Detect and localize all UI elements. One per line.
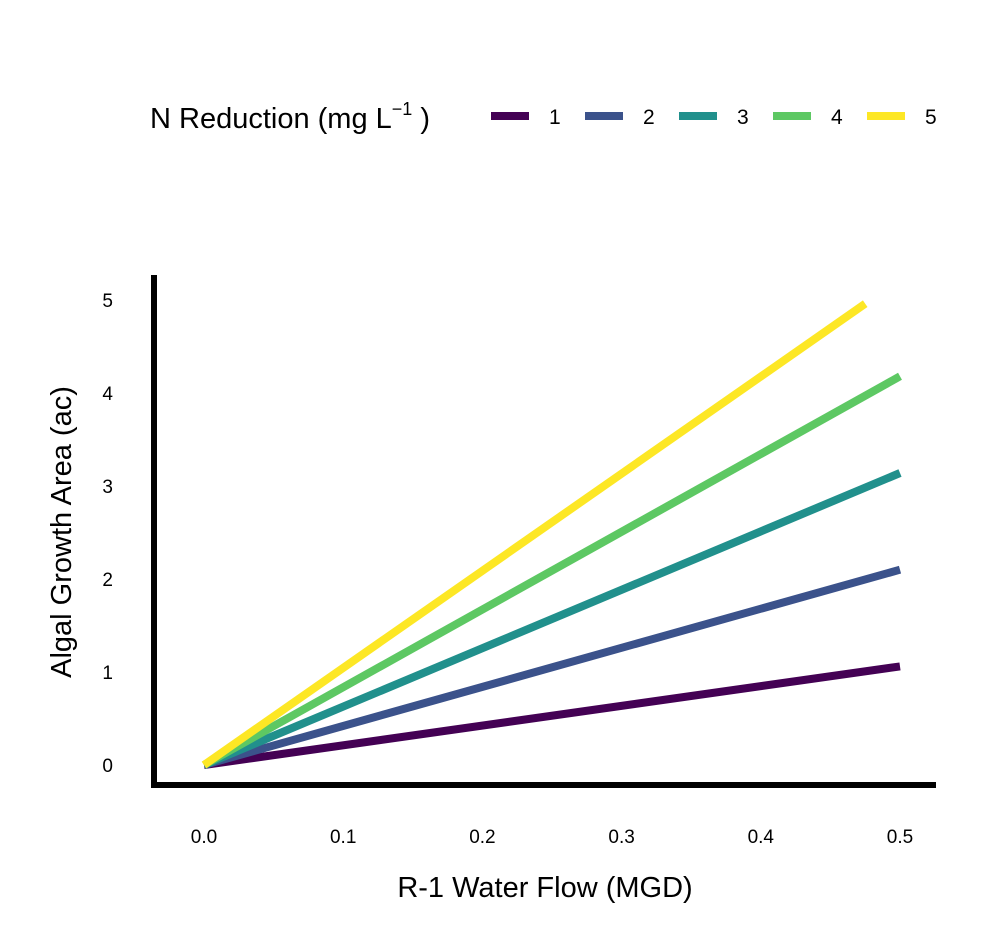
legend-label: 2 xyxy=(643,106,655,129)
x-tick-label: 0.2 xyxy=(469,827,495,848)
y-tick-label: 2 xyxy=(102,570,113,591)
y-tick-label: 5 xyxy=(102,291,113,312)
legend-item-2: 2 xyxy=(585,106,655,129)
x-tick-label: 0.5 xyxy=(887,827,913,848)
legend-item-3: 3 xyxy=(679,106,749,129)
legend-item-1: 1 xyxy=(491,106,561,129)
y-tick-label: 3 xyxy=(102,477,113,498)
y-tick-label: 4 xyxy=(102,384,113,405)
plot-lines xyxy=(201,300,902,769)
x-tick-label: 0.1 xyxy=(330,827,356,848)
y-tick-label: 0 xyxy=(102,756,113,777)
y-tick-labels: 0 1 2 3 4 5 xyxy=(102,291,113,777)
legend-item-5: 5 xyxy=(867,106,937,129)
x-tick-label: 0.0 xyxy=(191,827,217,848)
legend-label: 3 xyxy=(737,106,749,129)
y-tick-label: 1 xyxy=(102,663,113,684)
series-line-1 xyxy=(203,662,901,769)
legend-title: N Reduction (mg L−1 ) xyxy=(150,99,430,135)
series-line-5 xyxy=(201,300,868,769)
legend-label: 5 xyxy=(925,106,937,129)
legend-label: 4 xyxy=(831,106,843,129)
legend: N Reduction (mg L−1 ) 1 2 3 4 5 xyxy=(150,99,937,135)
series-line-2 xyxy=(202,565,902,769)
x-tick-label: 0.4 xyxy=(748,827,775,848)
legend-item-4: 4 xyxy=(773,106,843,129)
x-axis-title: R-1 Water Flow (MGD) xyxy=(397,872,692,904)
legend-label: 1 xyxy=(549,106,561,129)
y-axis-title: Algal Growth Area (ac) xyxy=(46,386,78,678)
series-line-4 xyxy=(202,372,902,769)
series-line-3 xyxy=(202,469,902,769)
x-tick-labels: 0.0 0.1 0.2 0.3 0.4 0.5 xyxy=(191,827,913,848)
x-tick-label: 0.3 xyxy=(608,827,634,848)
